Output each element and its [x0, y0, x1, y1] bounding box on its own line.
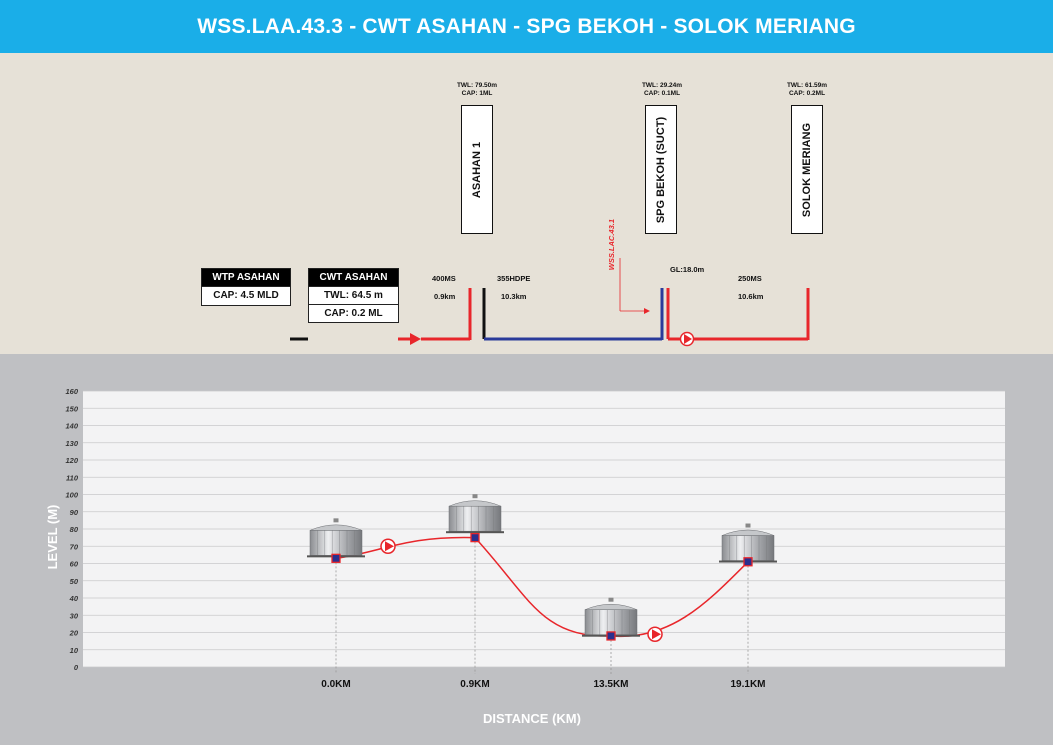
tank-roof	[584, 603, 638, 610]
y-tick-label: 120	[65, 456, 78, 465]
pipe-length-label: 10.6km	[738, 292, 764, 301]
solok-tank-info: TWL: 61.59m CAP: 0.2ML	[777, 82, 837, 98]
ground-level-label: GL:18.0m	[670, 265, 705, 274]
tank-asahan-1: ASAHAN 1	[461, 105, 493, 234]
y-tick-label: 150	[65, 404, 78, 413]
cwt-name: CWT ASAHAN	[309, 269, 398, 286]
x-axis-title: DISTANCE (KM)	[483, 711, 581, 726]
solok-twl: TWL: 61.59m	[786, 82, 828, 89]
level-profile-chart: 0 10 20 30 40 50 60 70 80 90 100 110 120 130 140 150 160…	[45, 387, 1005, 726]
tank-icon	[446, 494, 504, 534]
tank-roof	[448, 500, 502, 507]
y-tick-label: 50	[70, 577, 79, 586]
tank-vent	[472, 494, 478, 499]
y-tick-label: 130	[65, 439, 78, 448]
y-tick-label: 90	[70, 508, 79, 517]
x-tick-label: 13.5KM	[593, 679, 628, 690]
schematic-pipes: WSS.LAC.43.1	[290, 219, 810, 347]
tank-body	[309, 530, 363, 556]
pipe-length-label: 10.3km	[501, 292, 527, 301]
cwt-box: CWT ASAHAN TWL: 64.5 m CAP: 0.2 ML	[308, 268, 399, 323]
grid-lines	[83, 390, 1005, 668]
y-tick-label: 160	[65, 387, 78, 396]
y-tick-label: 100	[65, 491, 78, 500]
spg-cap: CAP: 0.1ML	[643, 90, 681, 97]
solok-cap: CAP: 0.2ML	[788, 90, 826, 97]
asahan-tank-info: TWL: 79.50m CAP: 1ML	[447, 82, 507, 98]
tank-spg-bekoh: SPG BEKOH (SUCT)	[645, 105, 677, 234]
station-marker	[470, 532, 480, 543]
branch-label: WSS.LAC.43.1	[607, 219, 616, 270]
tank-solok-meriang: SOLOK MERIANG	[791, 105, 823, 234]
pipe-size-label: 400MS	[432, 274, 456, 283]
station-marker	[606, 631, 616, 641]
hydraulic-profile-line	[335, 536, 749, 638]
y-tick-label: 140	[65, 422, 78, 431]
page-header: WSS.LAA.43.3 - CWT ASAHAN - SPG BEKOH - …	[0, 0, 1053, 53]
wtp-box: WTP ASAHAN CAP: 4.5 MLD	[201, 268, 291, 306]
station-drop-lines	[335, 537, 749, 674]
tank-roof	[721, 529, 775, 536]
y-tick-label: 110	[66, 473, 79, 482]
x-axis-labels: 0.0KM 0.9KM 13.5KM 19.1KM	[321, 679, 765, 690]
wtp-cap: CAP: 4.5 MLD	[202, 286, 290, 304]
schematic-panel: WSS.LAC.43.1 WTP ASAHAN CAP: 4.5 MLD CWT…	[0, 53, 1053, 354]
y-axis-ticks: 0 10 20 30 40 50 60 70 80 90 100 110 120 130 140 150 160	[65, 387, 78, 672]
wtp-name: WTP ASAHAN	[202, 269, 290, 286]
station-marker	[331, 553, 341, 563]
pipe-size-label: 355HDPE	[497, 274, 531, 283]
flow-arrow	[410, 333, 421, 345]
tank-name: ASAHAN 1	[471, 141, 483, 198]
y-tick-label: 30	[70, 611, 79, 620]
pump-arrow	[652, 629, 661, 640]
y-tick-label: 10	[70, 646, 79, 655]
asahan-twl: TWL: 79.50m	[456, 82, 498, 89]
tank-icon	[582, 597, 640, 637]
spg-twl: TWL: 29.24m	[641, 82, 683, 89]
branch-arrow	[644, 308, 650, 314]
tank-body	[448, 505, 502, 532]
station-marker	[743, 557, 753, 567]
y-tick-label: 20	[69, 629, 79, 638]
tank-vent	[745, 523, 751, 528]
tank-vent	[333, 518, 339, 523]
station-markers	[331, 532, 753, 641]
spg-tank-info: TWL: 29.24m CAP: 0.1ML	[632, 82, 692, 98]
pipe-length-label: 0.9km	[434, 292, 456, 301]
y-axis-title: LEVEL (M)	[45, 505, 60, 570]
profile-panel: 0 10 20 30 40 50 60 70 80 90 100 110 120 130 140 150 160…	[0, 354, 1053, 745]
pump-icon	[380, 538, 396, 554]
tank-name: SPG BEKOH (SUCT)	[655, 116, 667, 223]
x-tick-label: 19.1KM	[730, 679, 765, 690]
page-title: WSS.LAA.43.3 - CWT ASAHAN - SPG BEKOH - …	[197, 14, 856, 38]
y-tick-label: 70	[70, 542, 79, 551]
x-tick-label: 0.0KM	[321, 679, 350, 690]
tank-base	[446, 531, 504, 534]
pump-markers	[380, 538, 663, 642]
asahan-cap: CAP: 1ML	[461, 90, 493, 97]
y-tick-label: 40	[69, 594, 79, 603]
y-tick-label: 0	[74, 663, 79, 672]
y-tick-label: 80	[70, 525, 79, 534]
pump-icon	[679, 331, 695, 347]
tank-name: SOLOK MERIANG	[801, 122, 813, 217]
pipe-size-label: 250MS	[738, 274, 762, 283]
tank-vent	[608, 597, 614, 602]
pump-arrow	[385, 541, 394, 552]
pump-icon	[647, 626, 663, 642]
cwt-cap: CAP: 0.2 ML	[309, 304, 398, 322]
cwt-twl: TWL: 64.5 m	[309, 286, 398, 304]
tank-roof	[309, 524, 363, 531]
y-tick-label: 60	[70, 560, 79, 569]
x-tick-label: 0.9KM	[460, 679, 489, 690]
